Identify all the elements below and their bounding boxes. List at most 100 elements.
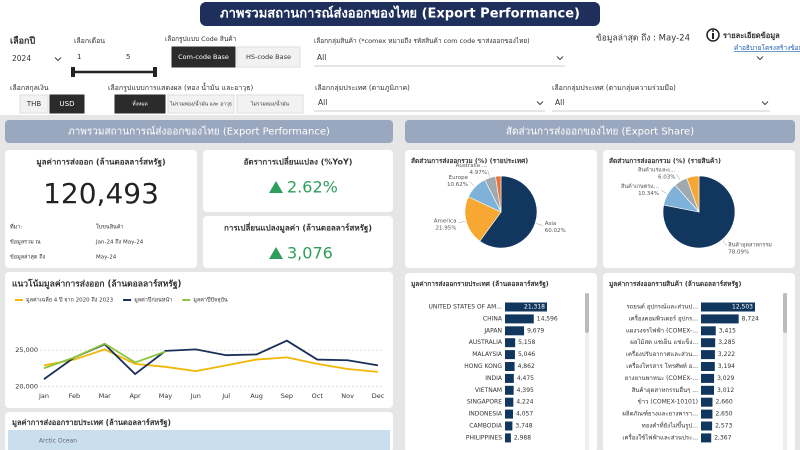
- bar-category-label: รถยนต์ อุปกรณ์และส่วนป...: [626, 303, 698, 311]
- card-detail-label: ข้อมูลรวม ณ: [10, 239, 41, 246]
- bar-category-label: แผงวงจรไฟฟ้า (COMEX-...: [626, 326, 698, 334]
- pie-label-category: America: [434, 218, 457, 224]
- pie-label: Asia 60.02%: [545, 221, 566, 234]
- filter-label: เลือกปี: [10, 35, 35, 47]
- panel: [405, 273, 597, 450]
- bar-value-label: 3,194: [718, 363, 735, 370]
- card-title: การเปลี่ยนแปลงมูลค่า (ล้านดอลลาร์สหรัฐ): [224, 222, 372, 234]
- pie-label-value: 21.95%: [435, 225, 456, 231]
- bar-category-label: PHILIPPINES: [466, 434, 502, 441]
- pie-slice: [479, 175, 538, 249]
- filter-label: เลือกรูปแบบการแสดงผล (ทอง น้ำมัน และอาวุ…: [108, 81, 253, 92]
- leader-line: [722, 240, 728, 247]
- bar-value-label: 9,679: [527, 327, 544, 334]
- toggle-button[interactable]: [114, 94, 166, 114]
- toggle-button[interactable]: [236, 94, 304, 114]
- dropdown-chevron: [761, 101, 769, 106]
- bar-value-label: 4,224: [516, 399, 533, 406]
- bar: [505, 373, 514, 383]
- card-value: 2.62%: [287, 178, 338, 197]
- bar: [505, 326, 525, 336]
- scrollbar-track: [585, 293, 589, 450]
- header-title: ภาพรวมสถานการณ์ส่งออกของไทย (Export Perf…: [220, 5, 580, 22]
- bar: [701, 326, 716, 336]
- bar-value-label: 3,012: [717, 387, 734, 394]
- toggle-button[interactable]: [49, 94, 85, 114]
- chart-title: มูลค่าการส่งออกรายสินค้า (ล้านดอลลาร์สหร…: [609, 279, 741, 289]
- info-icon-mark: [712, 33, 714, 39]
- card-value: 120,493: [43, 177, 159, 210]
- pie-label: Australia ... 4.97%: [456, 163, 488, 176]
- bar-value-label: 3,285: [718, 339, 735, 346]
- bar: [701, 385, 715, 395]
- dropdown-value: All: [317, 53, 326, 62]
- card-title: มูลค่าการส่งออก (ล้านดอลลาร์สหรัฐ): [36, 157, 165, 168]
- panel: [603, 273, 795, 450]
- series-line: [43, 348, 379, 373]
- bar-category-label: ข้าว (COMEX-10101): [638, 399, 698, 406]
- scrollbar-thumb[interactable]: [783, 293, 787, 333]
- bar: [701, 314, 739, 324]
- dropdown-value: All: [555, 98, 564, 107]
- section-title: ภาพรวมสถานการณ์ส่งออกของไทย (Export Perf…: [68, 126, 330, 138]
- panel: [203, 216, 393, 268]
- toggle-button-label: ทั้งหมด: [132, 99, 148, 108]
- bar-value-label: 3,748: [515, 423, 532, 430]
- x-tick-label: Sep: [281, 392, 293, 400]
- pie-label-value: 4.97%: [470, 170, 487, 176]
- slider-value: 1: [77, 53, 81, 61]
- slider-value: 5: [126, 53, 130, 61]
- bar-category-label: ผลิตภัณฑ์ยางและยางพารา...: [622, 410, 698, 418]
- bar-value-label: 4,475: [517, 375, 534, 382]
- bar: [505, 433, 511, 443]
- pie-label: สินค้าแร่และเ... 6.03%: [637, 166, 675, 180]
- bar: [505, 302, 547, 312]
- pie-label-value: 60.02%: [545, 228, 566, 234]
- bar-category-label: SINGAPORE: [467, 399, 502, 406]
- slider-handle[interactable]: [153, 67, 157, 77]
- bar: [701, 397, 713, 407]
- pie-label-category: สินค้าอุตสาหกรรม: [728, 241, 773, 248]
- bar: [701, 421, 713, 431]
- scrollbar-thumb[interactable]: [585, 293, 589, 333]
- section-title: สัดส่วนการส่งออกของไทย (Export Share): [506, 126, 694, 138]
- chart-title: มูลค่าการส่งออกรายประเทศ (ล้านดอลลาร์สหร…: [411, 279, 549, 289]
- bar-category-label: INDONESIA: [468, 411, 502, 418]
- panel: [5, 150, 197, 268]
- latest-date: ข้อมูลล่าสุด ถึง : May-24: [596, 33, 690, 44]
- leader-line: [536, 223, 543, 226]
- toggle-button[interactable]: [236, 46, 301, 68]
- bar-category-label: ทองคำที่ยังไม่ขึ้นรูป...: [642, 420, 698, 430]
- toggle-button[interactable]: [171, 46, 236, 68]
- pie-label-category: สินค้าแร่และเ...: [637, 166, 675, 173]
- toggle-button[interactable]: [19, 94, 49, 114]
- pie-label: America 21.95%: [434, 218, 457, 231]
- leader-line: [487, 170, 490, 177]
- slider-handle[interactable]: [71, 67, 75, 77]
- info-icon-dot: [712, 30, 714, 32]
- bar-value-label: 4,395: [517, 387, 534, 394]
- leader-line: [660, 189, 667, 194]
- filter-label: เลือกกลุ่มประเทศ (ตามกลุ่มความร่วมมือ): [552, 84, 676, 92]
- bar: [505, 314, 534, 324]
- section-header: [405, 120, 795, 143]
- bar-value-label: 3,029: [717, 375, 734, 382]
- toggle-button[interactable]: [167, 94, 235, 114]
- bar: [701, 302, 755, 312]
- map-area: [8, 430, 390, 450]
- card-title: อัตราการเปลี่ยนแปลง (%YoY): [244, 156, 353, 167]
- pie-label-category: Asia: [545, 221, 557, 227]
- x-tick-label: Feb: [69, 392, 81, 400]
- toggle-button-label: ไม่รวมทอง/น้ำมัน และ อาวุธ: [169, 99, 232, 108]
- x-tick-label: Jun: [190, 392, 201, 400]
- pie-label-category: Europe: [449, 174, 469, 180]
- doc-link[interactable]: คำอธิบายโครงสร้างข้อมูล: [734, 44, 800, 52]
- bar-category-label: INDIA: [485, 375, 503, 382]
- series-line: [43, 342, 166, 370]
- map-title: มูลค่าการส่งออกรายประเทศ (ล้านดอลลาร์สหร…: [12, 418, 171, 428]
- dropdown-chevron: [756, 56, 764, 61]
- dropdown-value: All: [318, 98, 327, 107]
- bar: [505, 421, 513, 431]
- bar-category-label: เครื่องโทรสาร โทรศัพท์ อ...: [626, 362, 698, 370]
